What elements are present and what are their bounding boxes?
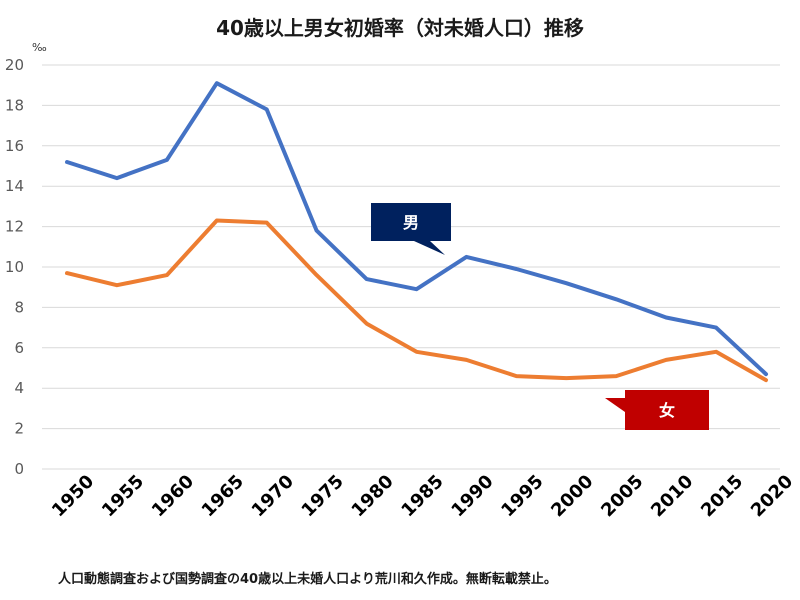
y-tick-label: 4 <box>14 379 24 397</box>
x-tick-label: 1960 <box>148 471 198 521</box>
callouts: 男女 <box>371 203 709 430</box>
footnote: 人口動態調査および国勢調査の40歳以上未婚人口より荒川和久作成。無断転載禁止。 <box>58 572 557 587</box>
x-tick-label: 2015 <box>697 471 747 521</box>
y-tick-label: 0 <box>14 460 24 478</box>
y-axis-unit: ‰ <box>32 41 47 54</box>
callout-male: 男 <box>371 203 451 255</box>
x-tick-label: 2020 <box>747 471 797 521</box>
x-tick-label: 1950 <box>48 471 98 521</box>
x-tick-label: 1970 <box>248 471 298 521</box>
series-line-female <box>65 218 768 383</box>
y-tick-label: 14 <box>5 177 24 195</box>
chart-title: 40歳以上男女初婚率（対未婚人口）推移 <box>216 16 584 40</box>
y-tick-label: 16 <box>5 137 24 155</box>
y-tick-label: 8 <box>14 298 24 316</box>
callout-female: 女 <box>605 390 709 430</box>
x-tick-label: 1955 <box>98 471 148 521</box>
x-tick-label: 2005 <box>597 471 647 521</box>
series-line-male <box>65 81 768 377</box>
callout-box <box>625 390 709 430</box>
x-axis: 1950 1955 1960 1965 1970 1975 1980 1985 1990 1995… <box>48 471 797 521</box>
y-tick-label: 10 <box>5 258 24 276</box>
x-tick-label: 2000 <box>547 471 597 521</box>
x-tick-label: 1985 <box>397 471 447 521</box>
y-tick-label: 18 <box>5 96 24 114</box>
callout-pointer <box>414 241 445 255</box>
x-tick-label: 1980 <box>348 471 398 521</box>
x-tick-label: 1995 <box>497 471 547 521</box>
series-lines <box>65 81 768 383</box>
callout-pointer <box>605 398 625 412</box>
y-axis: 0 2 4 6 8 10 12 14 16 18 20 ‰ <box>5 41 47 478</box>
x-tick-label: 1965 <box>198 471 248 521</box>
y-tick-label: 12 <box>5 218 24 236</box>
callout-box <box>371 203 451 241</box>
y-tick-label: 20 <box>5 56 24 74</box>
callout-label: 男 <box>403 213 419 232</box>
x-tick-label: 2010 <box>647 471 697 521</box>
y-tick-label: 6 <box>14 339 24 357</box>
x-tick-label: 1990 <box>447 471 497 521</box>
x-tick-label: 1975 <box>298 471 348 521</box>
gridlines <box>42 64 780 470</box>
y-tick-label: 2 <box>14 420 24 438</box>
callout-label: 女 <box>659 401 675 420</box>
